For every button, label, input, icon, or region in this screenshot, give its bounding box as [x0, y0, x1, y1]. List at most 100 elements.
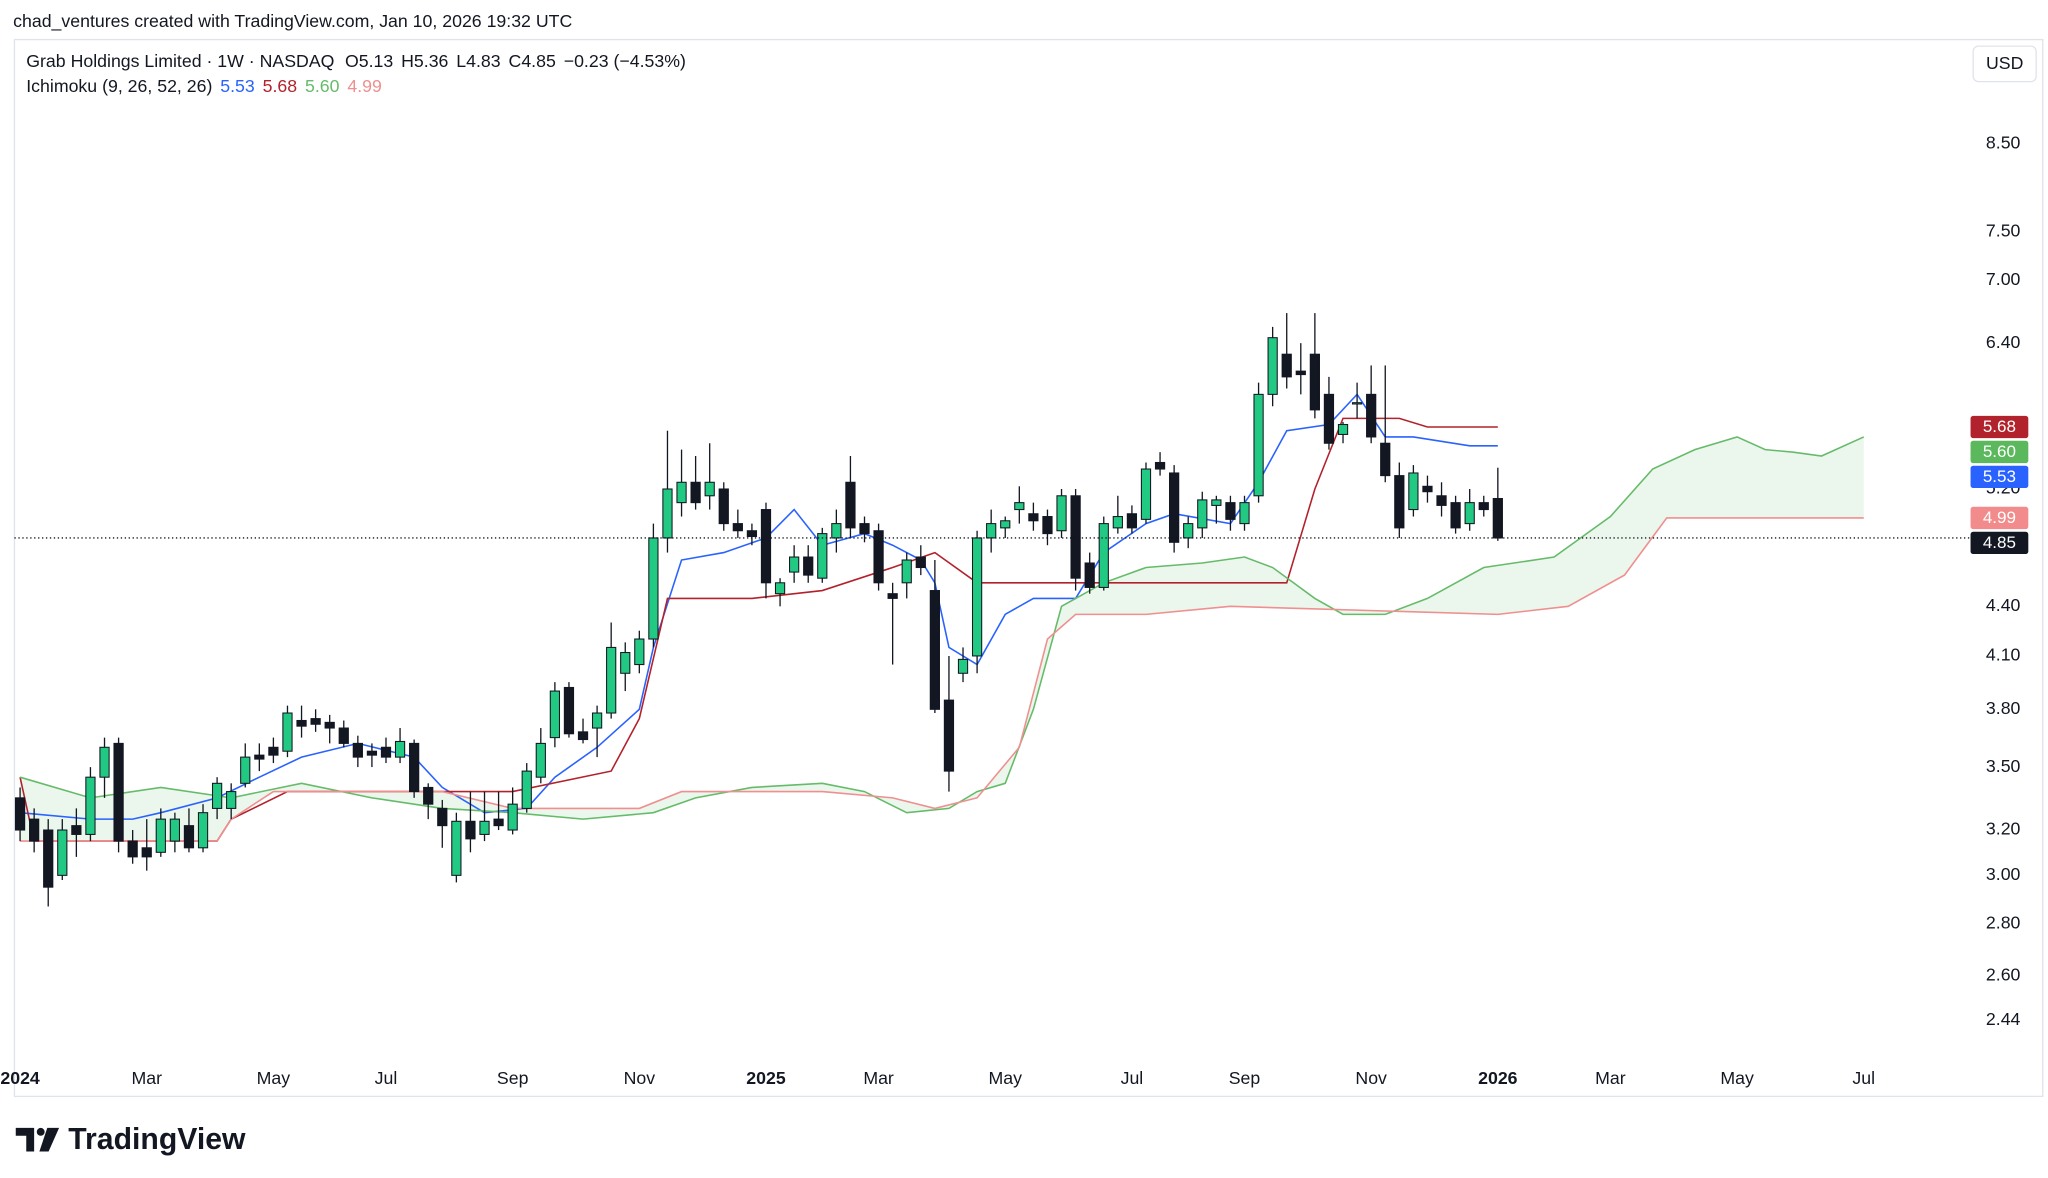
candle-body — [1394, 475, 1405, 529]
y-tick-label: 2.80 — [1986, 913, 2021, 933]
price-badge — [1970, 465, 2029, 489]
candle-body — [338, 727, 349, 744]
candle-body — [380, 746, 392, 758]
candle-body — [1295, 370, 1306, 376]
candle-body — [690, 481, 701, 504]
x-tick-label: May — [1720, 1068, 1754, 1088]
candle-body — [1323, 393, 1335, 444]
candle-body — [929, 590, 940, 710]
price-badge-label: 5.53 — [1983, 467, 2016, 486]
candle-body — [14, 797, 26, 831]
y-tick-label: 8.50 — [1986, 133, 2021, 153]
candle-body — [746, 530, 758, 538]
candle-body — [831, 523, 842, 539]
candle-body — [493, 818, 504, 827]
candle-body — [943, 699, 955, 772]
currency[interactable]: USD — [1986, 53, 2023, 73]
y-tick-label: 7.50 — [1986, 220, 2021, 240]
price-badge — [1970, 506, 2029, 530]
plot — [14, 313, 1865, 907]
price-badge — [1970, 440, 2029, 464]
y-tick-label: 3.80 — [1986, 698, 2021, 718]
candle-body — [254, 754, 265, 760]
price-badge-label: 5.68 — [1983, 417, 2016, 436]
currency-box[interactable] — [1972, 45, 2037, 83]
indicator-value: 4.99 — [347, 76, 382, 96]
candle-body — [437, 807, 448, 827]
candle-body — [873, 530, 884, 584]
indicator-name: Ichimoku (9, 26, 52, 26) — [26, 76, 212, 96]
price-badge-label: 5.60 — [1983, 442, 2016, 461]
candle-body — [1309, 353, 1320, 411]
candle-body — [676, 481, 687, 504]
indicator-value: 5.68 — [263, 76, 298, 96]
candle-body — [29, 818, 40, 842]
candle-body — [352, 742, 363, 758]
x-tick-label: 2024 — [0, 1068, 40, 1088]
candle-body — [1140, 468, 1152, 520]
candle-body — [887, 593, 898, 599]
candle-body — [99, 746, 110, 778]
x-tick-label: Nov — [624, 1068, 656, 1088]
candle-body — [760, 509, 772, 584]
candle-body — [606, 646, 617, 714]
price-badge — [1970, 531, 2029, 555]
candle-body — [268, 746, 279, 756]
candle-body — [845, 481, 856, 529]
candle-body — [817, 533, 828, 579]
candle-body — [1042, 516, 1053, 535]
indicator-value: 5.60 — [305, 76, 340, 96]
y-tick-label: 4.10 — [1986, 645, 2021, 665]
y-tick-label: 3.00 — [1986, 864, 2021, 884]
indicator-value: 5.53 — [220, 76, 255, 96]
candle-body — [310, 718, 321, 725]
candle-body — [324, 721, 335, 729]
candle-body — [479, 820, 490, 835]
x-tick-label: Nov — [1355, 1068, 1387, 1088]
candle-body — [789, 556, 800, 573]
candle-body — [1197, 499, 1208, 529]
candle-body — [296, 719, 307, 727]
candle-body — [648, 537, 659, 640]
ohlc-label: L — [456, 51, 466, 71]
y-tick-label: 6.40 — [1986, 332, 2021, 352]
x-tick-label: Jul — [1852, 1068, 1875, 1088]
ohlc-value: 5.36 — [414, 51, 449, 71]
candle-body — [521, 770, 532, 809]
candle-body — [409, 742, 420, 793]
candle-body — [774, 582, 786, 595]
candle-body — [620, 651, 631, 674]
x-tick-label: 2025 — [746, 1068, 786, 1088]
candle-body — [1028, 513, 1039, 522]
candle-body — [1112, 516, 1123, 529]
candle-body — [957, 658, 969, 674]
price-badge-label: 4.99 — [1983, 508, 2016, 527]
ohlc-label: C — [509, 51, 522, 71]
candle-body — [1000, 520, 1011, 529]
candle-body — [1211, 499, 1222, 506]
x-tick-label: Mar — [863, 1068, 894, 1088]
ichimoku-line — [19, 436, 1865, 820]
candle-body — [394, 740, 406, 758]
candle-body — [1070, 495, 1081, 579]
candle-body — [549, 690, 560, 739]
candle-body — [113, 742, 124, 842]
candle-body — [423, 786, 434, 805]
candle-body — [1014, 502, 1025, 511]
candle-body — [127, 840, 138, 858]
brand: TradingView — [68, 1123, 246, 1156]
y-tick-label: 2.44 — [1986, 1009, 2021, 1029]
x-tick-label: 2026 — [1478, 1068, 1518, 1088]
candle-body — [859, 523, 870, 535]
candle-body — [634, 638, 645, 666]
candle-body — [282, 712, 293, 752]
x-tick-label: Jul — [1121, 1068, 1144, 1088]
indicator-legend: Ichimoku (9, 26, 52, 26) 5.53 5.68 5.60 4.99 — [26, 76, 382, 96]
candle-body — [577, 731, 589, 741]
candle-body — [1408, 472, 1419, 511]
brand-logo — [15, 1127, 60, 1152]
candle-body — [704, 481, 715, 497]
y-tick-label: 3.50 — [1986, 756, 2021, 776]
x-tick-label: Sep — [497, 1068, 529, 1088]
